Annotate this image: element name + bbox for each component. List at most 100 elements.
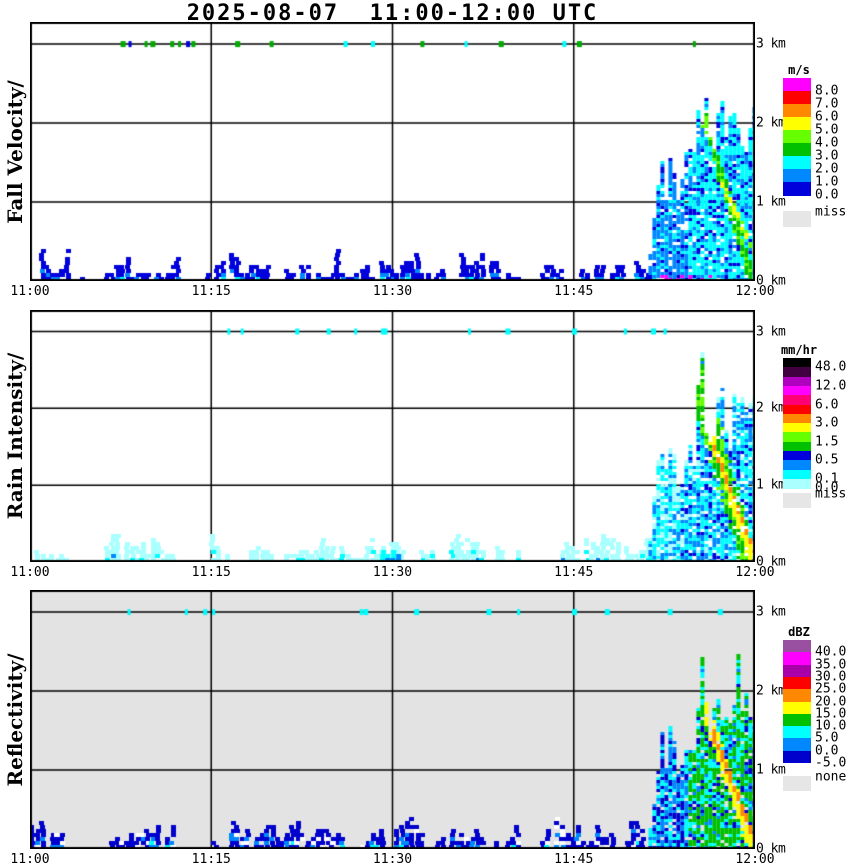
height-axis-label: 3 km xyxy=(756,324,786,339)
colorbar-band xyxy=(783,676,811,690)
x-tick-label: 11:00 xyxy=(10,852,50,867)
colorbar-band xyxy=(783,701,811,715)
colorbar-value-label: 40.0 xyxy=(815,644,847,660)
colorbar-band xyxy=(783,664,811,678)
fall-velocity-axis-label: Fall Velocity/ xyxy=(3,79,27,224)
colorbar-title: dBZ xyxy=(788,625,810,639)
colorbar-value-label: 5.0 xyxy=(815,122,839,138)
colorbar-band xyxy=(783,91,811,105)
colorbar-value-label: 4.0 xyxy=(815,135,839,151)
colorbar-band xyxy=(783,460,811,471)
colorbar-band xyxy=(783,156,811,170)
height-axis-label: 0 km xyxy=(756,273,786,289)
x-tick-label: 11:45 xyxy=(554,852,594,867)
height-axis-label: 2 km xyxy=(756,683,786,699)
colorbar-band xyxy=(783,713,811,727)
rain-intensity-plot xyxy=(30,310,755,562)
height-axis-label: 1 km xyxy=(756,762,786,778)
height-axis-label: 1 km xyxy=(756,194,786,210)
colorbar-band xyxy=(783,750,811,764)
x-tick-label: 11:15 xyxy=(191,852,231,867)
x-tick-label: 11:30 xyxy=(372,852,413,867)
colorbar-band xyxy=(783,441,811,452)
chart-title: 2025-08-07 11:00-12:00 UTC xyxy=(186,1,599,26)
colorbar-band xyxy=(783,117,811,131)
colorbar-band xyxy=(783,130,811,144)
colorbar-value-label: 0.5 xyxy=(815,452,839,468)
colorbar-value-label: 8.0 xyxy=(815,83,839,99)
colorbar-title: m/s xyxy=(788,63,810,77)
reflectivity-axis-label: Reflectivity/ xyxy=(3,652,27,787)
colorbar-value-label: 12.0 xyxy=(815,378,847,394)
colorbar-band xyxy=(783,432,811,443)
colorbar-band xyxy=(783,367,811,378)
height-axis-label: 2 km xyxy=(756,115,786,131)
x-tick-label: 11:45 xyxy=(554,565,594,580)
colorbar-missing-swatch xyxy=(783,211,811,227)
colorbar-band xyxy=(783,143,811,157)
fall-velocity-plot xyxy=(30,22,755,281)
colorbar-value-label: 0.0 xyxy=(815,743,839,759)
colorbar-value-label: 35.0 xyxy=(815,657,847,673)
colorbar-band xyxy=(783,104,811,118)
colorbar-missing-label: none xyxy=(815,769,847,785)
colorbar-band xyxy=(783,78,811,92)
colorbar-band xyxy=(783,726,811,739)
x-tick-label: 11:30 xyxy=(372,284,413,299)
colorbar-band xyxy=(783,738,811,752)
x-tick-label: 12:00 xyxy=(735,565,775,580)
colorbar-value-label: 0.0 xyxy=(815,480,839,496)
colorbar-value-label: 48.0 xyxy=(815,359,847,375)
colorbar-value-label: 3.0 xyxy=(815,415,839,431)
colorbar-missing-swatch xyxy=(783,493,811,509)
colorbar-band xyxy=(783,169,811,183)
rain-intensity-axis-label: Rain Intensity/ xyxy=(3,352,27,520)
colorbar-value-label: 0.1 xyxy=(815,471,839,487)
colorbar-missing-label: miss xyxy=(815,204,847,220)
colorbar-value-label: 5.0 xyxy=(815,730,839,746)
x-tick-label: 12:00 xyxy=(735,284,775,299)
colorbar-missing-swatch xyxy=(783,776,811,791)
height-axis-label: 1 km xyxy=(756,477,786,493)
colorbar-value-label: 10.0 xyxy=(815,718,847,734)
x-tick-label: 11:00 xyxy=(10,565,50,580)
x-tick-label: 12:00 xyxy=(735,852,775,867)
colorbar-value-label: -5.0 xyxy=(815,755,847,771)
colorbar-value-label: 3.0 xyxy=(815,148,839,164)
colorbar-value-label: 15.0 xyxy=(815,706,847,722)
height-axis-label: 0 km xyxy=(756,554,786,570)
reflectivity-plot xyxy=(30,590,755,849)
height-axis-label: 0 km xyxy=(756,841,786,857)
colorbar-band xyxy=(783,469,811,480)
colorbar-band xyxy=(783,478,811,489)
colorbar-band xyxy=(783,640,811,653)
height-axis-label: 3 km xyxy=(756,36,786,52)
colorbar-band xyxy=(783,652,811,666)
colorbar-band xyxy=(783,376,811,387)
height-axis-label: 2 km xyxy=(756,400,786,416)
colorbar-value-label: 1.5 xyxy=(815,434,839,450)
colorbar-band xyxy=(783,423,811,433)
colorbar-band xyxy=(783,385,811,396)
colorbar-value-label: 0.0 xyxy=(815,187,839,203)
colorbar-value-label: 7.0 xyxy=(815,96,839,112)
colorbar-title: mm/hr xyxy=(780,343,818,357)
colorbar-value-label: 6.0 xyxy=(815,397,839,412)
colorbar-value-label: 1.0 xyxy=(815,174,839,190)
colorbar-band xyxy=(783,395,811,405)
colorbar-band xyxy=(783,358,811,368)
colorbar-missing-label: miss xyxy=(815,486,847,502)
x-tick-label: 11:45 xyxy=(554,284,594,299)
colorbar-band xyxy=(783,404,811,415)
x-tick-label: 11:30 xyxy=(372,565,413,580)
height-axis-label: 3 km xyxy=(756,604,786,620)
colorbar-value-label: 2.0 xyxy=(815,161,839,177)
colorbar-value-label: 30.0 xyxy=(815,669,847,685)
colorbar-value-label: 6.0 xyxy=(815,109,839,125)
colorbar-band xyxy=(783,451,811,461)
colorbar-value-label: 20.0 xyxy=(815,694,847,709)
colorbar-band xyxy=(783,413,811,424)
x-tick-label: 11:15 xyxy=(191,284,231,299)
x-tick-label: 11:15 xyxy=(191,565,231,580)
